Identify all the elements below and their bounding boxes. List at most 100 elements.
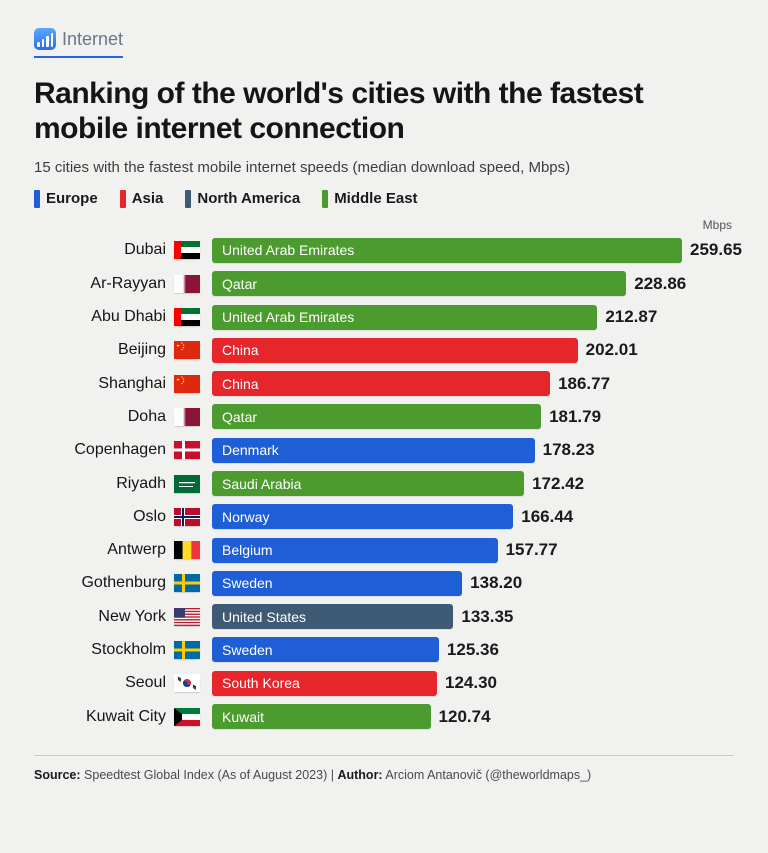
legend-label: Asia <box>132 190 164 207</box>
city-label: Dubai <box>34 241 166 259</box>
city-label: Shanghai <box>34 375 166 393</box>
city-label: Oslo <box>34 508 166 526</box>
legend-swatch <box>322 190 328 208</box>
bar: Belgium <box>212 538 498 563</box>
flag-icon <box>174 308 200 326</box>
bar: Qatar <box>212 271 626 296</box>
bar-cell: China 202.01 <box>212 338 734 363</box>
city-label: Seoul <box>34 674 166 692</box>
chart-row: Abu Dhabi United Arab Emirates 212.87 <box>34 300 734 333</box>
bar-value: 202.01 <box>586 340 638 360</box>
category-label: Internet <box>62 29 123 50</box>
flag-icon <box>174 375 200 393</box>
flag-icon <box>174 508 200 526</box>
bar-cell: United Arab Emirates 212.87 <box>212 305 734 330</box>
city-label: Beijing <box>34 341 166 359</box>
bar: Sweden <box>212 571 462 596</box>
flag-icon <box>174 408 200 426</box>
city-label: Stockholm <box>34 641 166 659</box>
city-label: Ar-Rayyan <box>34 275 166 293</box>
bar-cell: United States133.35 <box>212 604 734 629</box>
legend-label: North America <box>197 190 300 207</box>
chart-row: Gothenburg Sweden 138.20 <box>34 567 734 600</box>
bar-cell: Belgium 157.77 <box>212 538 734 563</box>
bar-cell: Norway 166.44 <box>212 504 734 529</box>
signal-icon <box>34 28 56 50</box>
flag-icon <box>174 341 200 359</box>
bar-value: 125.36 <box>447 640 499 660</box>
chart-row: Kuwait City Kuwait120.74 <box>34 700 734 733</box>
chart-row: Oslo Norway 166.44 <box>34 500 734 533</box>
chart-row: Antwerp Belgium 157.77 <box>34 533 734 566</box>
flag-icon <box>174 641 200 659</box>
chart-row: Riyadh Saudi Arabia 172.42 <box>34 467 734 500</box>
legend-swatch <box>120 190 126 208</box>
legend-item: Europe <box>34 190 98 208</box>
bar: South Korea <box>212 671 437 696</box>
bar: United States <box>212 604 453 629</box>
bar-cell: Sweden 138.20 <box>212 571 734 596</box>
bar-value: 212.87 <box>605 307 657 327</box>
bar-value: 166.44 <box>521 507 573 527</box>
bar-value: 157.77 <box>506 540 558 560</box>
unit-label: Mbps <box>34 218 734 232</box>
bar: Qatar <box>212 404 541 429</box>
chart-row: Copenhagen Denmark178.23 <box>34 434 734 467</box>
chart-row: Shanghai China 186.77 <box>34 367 734 400</box>
bar-chart: DubaiUnited Arab Emirates259.65Ar-Rayyan… <box>34 234 734 733</box>
flag-icon <box>174 441 200 459</box>
bar-cell: United Arab Emirates 259.65 <box>212 238 742 263</box>
bar: United Arab Emirates <box>212 238 682 263</box>
bar-value: 172.42 <box>532 474 584 494</box>
bar: Norway <box>212 504 513 529</box>
legend-item: North America <box>185 190 300 208</box>
bar: China <box>212 371 550 396</box>
city-label: Gothenburg <box>34 574 166 592</box>
chart-row: Ar-Rayyan Qatar 228.86 <box>34 267 734 300</box>
bar-value: 124.30 <box>445 673 497 693</box>
chart-row: DubaiUnited Arab Emirates259.65 <box>34 234 734 267</box>
bar-value: 181.79 <box>549 407 601 427</box>
bar: United Arab Emirates <box>212 305 597 330</box>
source-text: Speedtest Global Index (As of August 202… <box>84 768 327 782</box>
bar-cell: Denmark178.23 <box>212 438 734 463</box>
chart-row: New York United States133.35 <box>34 600 734 633</box>
bar: Saudi Arabia <box>212 471 524 496</box>
bar-cell: Saudi Arabia 172.42 <box>212 471 734 496</box>
legend-item: Middle East <box>322 190 417 208</box>
bar-cell: China 186.77 <box>212 371 734 396</box>
bar-value: 138.20 <box>470 573 522 593</box>
city-label: Antwerp <box>34 541 166 559</box>
flag-icon <box>174 241 200 259</box>
city-label: Kuwait City <box>34 708 166 726</box>
source-label: Source: <box>34 768 81 782</box>
flag-icon <box>174 608 200 626</box>
bar-cell: Sweden125.36 <box>212 637 734 662</box>
bar-cell: South Korea 124.30 <box>212 671 734 696</box>
city-label: Abu Dhabi <box>34 308 166 326</box>
flag-icon <box>174 708 200 726</box>
bar-value: 259.65 <box>690 240 742 260</box>
city-label: New York <box>34 608 166 626</box>
bar-cell: Qatar 181.79 <box>212 404 734 429</box>
flag-icon <box>174 475 200 493</box>
legend-label: Europe <box>46 190 98 207</box>
bar-value: 186.77 <box>558 374 610 394</box>
bar: China <box>212 338 578 363</box>
bar-cell: Kuwait120.74 <box>212 704 734 729</box>
bar: Kuwait <box>212 704 431 729</box>
author-text: Arciom Antanovič (@theworldmaps_) <box>385 768 591 782</box>
city-label: Copenhagen <box>34 441 166 459</box>
legend-item: Asia <box>120 190 164 208</box>
flag-icon <box>174 574 200 592</box>
bar-value: 228.86 <box>634 274 686 294</box>
legend: Europe Asia North America Middle East <box>34 190 734 208</box>
chart-row: Stockholm Sweden125.36 <box>34 633 734 666</box>
flag-icon <box>174 541 200 559</box>
city-label: Riyadh <box>34 475 166 493</box>
chart-row: Seoul South Korea 124.30 <box>34 667 734 700</box>
flag-icon <box>174 674 200 692</box>
legend-swatch <box>34 190 40 208</box>
footer: Source: Speedtest Global Index (As of Au… <box>34 755 734 782</box>
bar-cell: Qatar 228.86 <box>212 271 734 296</box>
